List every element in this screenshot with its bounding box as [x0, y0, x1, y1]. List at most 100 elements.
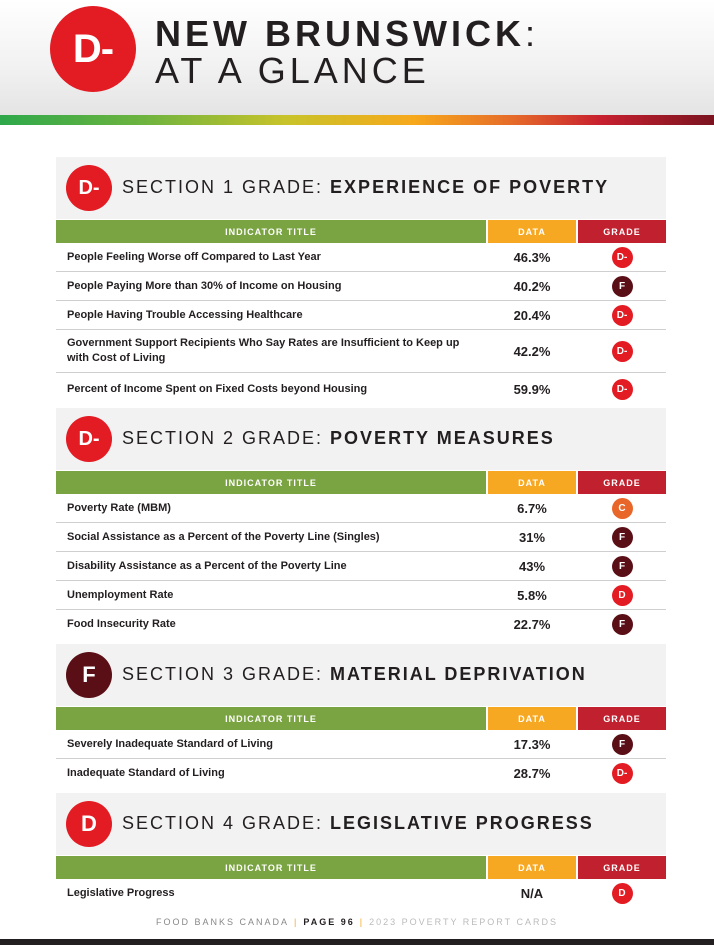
page-subtitle: AT A GLANCE [155, 50, 430, 91]
table-row: Percent of Income Spent on Fixed Costs b… [56, 373, 666, 406]
footer-report: 2023 POVERTY REPORT CARDS [369, 917, 558, 927]
grade-badge: F [611, 526, 633, 548]
data-column-header: DATA [488, 856, 576, 879]
section-label: SECTION 4 GRADE: [122, 813, 331, 833]
indicator-title: Food Insecurity Rate [67, 617, 176, 630]
indicator-grade-cell: D- [578, 330, 666, 372]
indicator-data: 59.9% [513, 382, 551, 397]
table-header: INDICATOR TITLE DATA GRADE [56, 471, 666, 494]
section-name: LEGISLATIVE PROGRESS [330, 813, 594, 833]
indicator-data: 20.4% [513, 307, 551, 323]
section-grade-badge: F [66, 652, 112, 698]
table-row: Inadequate Standard of Living 28.7% D- [56, 759, 666, 787]
table-row: Government Support Recipients Who Say Ra… [56, 330, 666, 373]
page-title: NEW BRUNSWICK: [155, 13, 539, 54]
section-grade-badge: D- [66, 165, 112, 211]
indicator-title: Unemployment Rate [67, 588, 174, 601]
footer: FOOD BANKS CANADA | PAGE 96 | 2023 POVERTY R… [156, 917, 558, 927]
grade-badge: D- [611, 762, 633, 784]
section-header: D SECTION 4 GRADE: LEGISLATIVE PROGRESS [56, 793, 666, 855]
data-column-header: DATA [488, 471, 576, 494]
indicator-title: Legislative Progress [67, 886, 175, 899]
grade-badge: D- [611, 246, 633, 268]
indicator-grade-cell: F [578, 730, 666, 758]
section-header: F SECTION 3 GRADE: MATERIAL DEPRIVATION [56, 644, 666, 706]
indicator-title: Poverty Rate (MBM) [67, 501, 171, 514]
table-row: People Having Trouble Accessing Healthca… [56, 301, 666, 330]
grade-badge: D [611, 584, 633, 606]
grade-column-header: GRADE [578, 220, 666, 243]
indicator-data: 46.3% [513, 249, 551, 265]
grade-column-header: GRADE [578, 471, 666, 494]
indicator-column-header: INDICATOR TITLE [56, 856, 486, 879]
indicator-data: 22.7% [513, 616, 551, 632]
indicator-data: 17.3% [513, 736, 551, 752]
indicator-grade-cell: D [578, 581, 666, 609]
table-row: Disability Assistance as a Percent of th… [56, 552, 666, 581]
section-header: D- SECTION 1 GRADE: EXPERIENCE OF POVERTY [56, 157, 666, 219]
section-title: SECTION 2 GRADE: POVERTY MEASURES [122, 428, 555, 449]
indicator-grade-cell: D- [578, 759, 666, 787]
indicator-grade-cell: D- [578, 373, 666, 406]
data-column-header: DATA [488, 220, 576, 243]
indicator-column-header: INDICATOR TITLE [56, 220, 486, 243]
table-header: INDICATOR TITLE DATA GRADE [56, 856, 666, 879]
indicator-title: Social Assistance as a Percent of the Po… [67, 530, 380, 543]
footer-page: PAGE 96 [303, 917, 355, 927]
indicator-grade-cell: F [578, 272, 666, 300]
table-header: INDICATOR TITLE DATA GRADE [56, 707, 666, 730]
bottom-bar [0, 939, 714, 945]
grade-badge: F [611, 555, 633, 577]
section-label: SECTION 1 GRADE: [122, 177, 331, 197]
indicator-title: Severely Inadequate Standard of Living [67, 737, 273, 750]
indicator-data: 43% [518, 558, 546, 574]
table-row: Unemployment Rate 5.8% D [56, 581, 666, 610]
table-row: People Feeling Worse off Compared to Las… [56, 243, 666, 272]
footer-org: FOOD BANKS CANADA [156, 917, 290, 927]
grade-color-bar [0, 115, 714, 125]
indicator-grade-cell: D- [578, 301, 666, 329]
table-header: INDICATOR TITLE DATA GRADE [56, 220, 666, 243]
indicator-data: 5.8% [517, 587, 547, 603]
indicator-title: Government Support Recipients Who Say Ra… [67, 337, 460, 364]
section-label: SECTION 2 GRADE: [122, 428, 331, 448]
indicator-grade-cell: C [578, 494, 666, 522]
section-title: SECTION 3 GRADE: MATERIAL DEPRIVATION [122, 664, 587, 685]
section-grade-badge: D [66, 801, 112, 847]
indicator-grade-cell: D [578, 879, 666, 907]
table-row: People Paying More than 30% of Income on… [56, 272, 666, 301]
indicator-title: Percent of Income Spent on Fixed Costs b… [67, 383, 368, 396]
indicator-column-header: INDICATOR TITLE [56, 471, 486, 494]
indicator-column-header: INDICATOR TITLE [56, 707, 486, 730]
indicator-title: Disability Assistance as a Percent of th… [67, 559, 347, 572]
section-title: SECTION 4 GRADE: LEGISLATIVE PROGRESS [122, 813, 594, 834]
grade-badge: D- [611, 379, 633, 400]
indicator-title: People Having Trouble Accessing Healthca… [67, 308, 303, 321]
table-row: Legislative Progress N/A D [56, 879, 666, 907]
table-row: Food Insecurity Rate 22.7% F [56, 610, 666, 638]
table-row: Social Assistance as a Percent of the Po… [56, 523, 666, 552]
indicator-data: 6.7% [517, 500, 547, 516]
section-title: SECTION 1 GRADE: EXPERIENCE OF POVERTY [122, 177, 609, 198]
grade-badge: D- [611, 340, 633, 362]
indicator-title: People Feeling Worse off Compared to Las… [67, 250, 321, 263]
grade-badge: F [611, 733, 633, 755]
grade-badge: F [611, 275, 633, 297]
grade-badge: F [611, 613, 633, 635]
section-label: SECTION 3 GRADE: [122, 664, 331, 684]
data-column-header: DATA [488, 707, 576, 730]
indicator-data: 42.2% [513, 343, 551, 359]
indicator-title: Inadequate Standard of Living [67, 766, 225, 779]
indicator-data: 40.2% [513, 278, 551, 294]
table-row: Poverty Rate (MBM) 6.7% C [56, 494, 666, 523]
grade-column-header: GRADE [578, 856, 666, 879]
section-grade-badge: D- [66, 416, 112, 462]
table-row: Severely Inadequate Standard of Living 17… [56, 730, 666, 759]
grade-badge: C [611, 497, 633, 519]
indicator-grade-cell: F [578, 523, 666, 551]
indicator-data: 31% [518, 529, 546, 545]
indicator-grade-cell: F [578, 552, 666, 580]
province-grade-badge: D- [50, 6, 136, 92]
grade-column-header: GRADE [578, 707, 666, 730]
indicator-grade-cell: D- [578, 243, 666, 271]
